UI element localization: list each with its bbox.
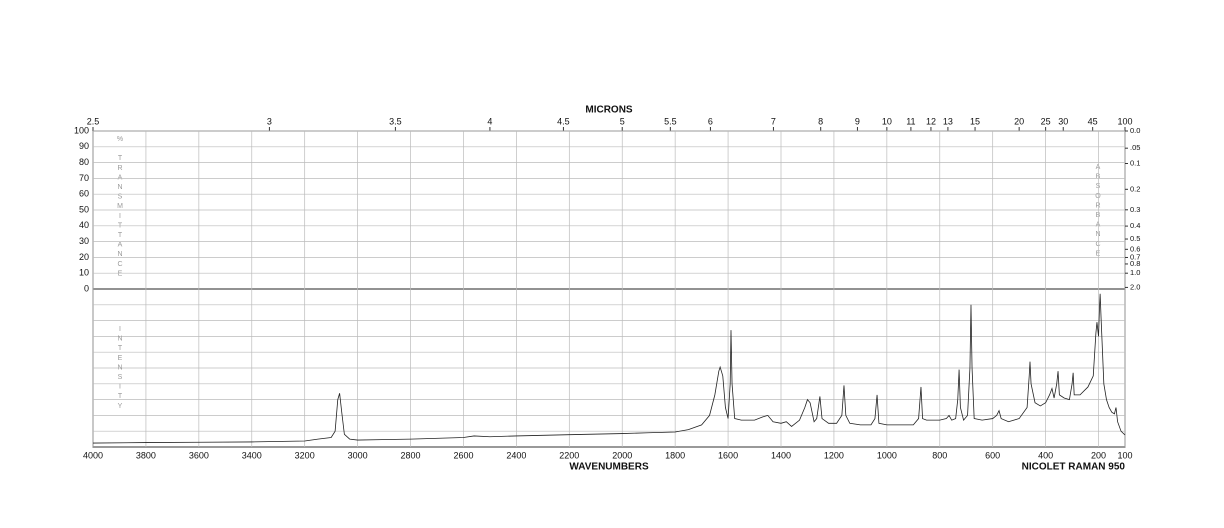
absorbance-tick-label: 0.6 — [1130, 244, 1140, 253]
x-tick-label: 3000 — [348, 450, 368, 460]
x-tick-label: 2200 — [559, 450, 579, 460]
micron-tick-label: 8 — [818, 116, 823, 126]
y-tick-label: 20 — [79, 252, 89, 262]
y-tick-label: 100 — [74, 125, 89, 135]
y-tick-label: 40 — [79, 220, 89, 230]
absorbance-tick-label: 1.0 — [1130, 268, 1140, 277]
x-tick-label: 1600 — [718, 450, 738, 460]
x-tick-label: 1200 — [824, 450, 844, 460]
x-tick-label: 3200 — [295, 450, 315, 460]
x-tick-label: 1800 — [665, 450, 685, 460]
absorbance-tick-label: 0.5 — [1130, 234, 1140, 243]
absorbance-tick-label: 0.8 — [1130, 259, 1140, 268]
absorbance-tick-label: 0.3 — [1130, 205, 1140, 214]
x-tick-label: 3400 — [242, 450, 262, 460]
x-tick-label: 4000 — [83, 450, 103, 460]
micron-tick-label: 6 — [708, 116, 713, 126]
intensity-label: INTENSITY — [117, 326, 124, 412]
x-tick-label: 400 — [1038, 450, 1053, 460]
micron-tick-label: 20 — [1014, 116, 1024, 126]
x-tick-label: 200 — [1091, 450, 1106, 460]
absorbance-tick-label: 0.0 — [1130, 126, 1140, 135]
microns-title: MICRONS — [585, 105, 633, 116]
absorbance-tick-label: 0.2 — [1130, 184, 1140, 193]
micron-tick-label: 25 — [1041, 116, 1051, 126]
micron-tick-label: 5.5 — [664, 116, 677, 126]
x-tick-label: 800 — [932, 450, 947, 460]
instrument-label: NICOLET RAMAN 950 — [1022, 462, 1126, 473]
micron-tick-label: 12 — [926, 116, 936, 126]
y-tick-label: 0 — [84, 283, 89, 293]
x-tick-label: 2400 — [506, 450, 526, 460]
micron-tick-label: 30 — [1058, 116, 1068, 126]
x-tick-label: 2800 — [401, 450, 421, 460]
micron-tick-label: 2.5 — [87, 116, 100, 126]
x-tick-label: 100 — [1117, 450, 1132, 460]
micron-tick-label: 13 — [943, 116, 953, 126]
x-tick-label: 3800 — [136, 450, 156, 460]
x-tick-label: 2600 — [453, 450, 473, 460]
y-tick-label: 30 — [79, 236, 89, 246]
x-tick-label: 1400 — [771, 450, 791, 460]
absorbance-tick-label: 0.1 — [1130, 158, 1140, 167]
micron-tick-label: 15 — [970, 116, 980, 126]
micron-tick-label: 4 — [487, 116, 492, 126]
panel-grid — [93, 304, 1125, 432]
micron-tick-label: 11 — [906, 116, 915, 126]
x-tick-label: 1000 — [877, 450, 897, 460]
transmittance-label: % TRANSMITTANCE — [116, 136, 123, 280]
spectrum-line — [92, 293, 1126, 444]
micron-tick-label: 3.5 — [389, 116, 402, 126]
x-tick-label: 3600 — [189, 450, 209, 460]
y-tick-label: 50 — [79, 204, 89, 214]
micron-tick-label: 4.5 — [557, 116, 570, 126]
y-tick-label: 10 — [79, 268, 89, 278]
x-axis-title: WAVENUMBERS — [569, 462, 649, 473]
absorbance-tick-label: 0.7 — [1130, 252, 1140, 261]
absorbance-label: ABSORBANCE — [1094, 164, 1101, 260]
micron-tick-label: 7 — [771, 116, 776, 126]
x-tick-label: 2000 — [612, 450, 632, 460]
y-tick-label: 80 — [79, 157, 89, 167]
x-tick-label: 600 — [985, 450, 1000, 460]
micron-tick-label: 10 — [882, 116, 892, 126]
y-tick-label: 90 — [79, 141, 89, 151]
absorbance-tick-label: 0.4 — [1130, 221, 1140, 230]
micron-tick-label: 5 — [620, 116, 625, 126]
micron-tick-label: 9 — [855, 116, 860, 126]
micron-tick-label: 45 — [1088, 116, 1098, 126]
y-tick-label: 60 — [79, 189, 89, 199]
absorbance-tick-label: .05 — [1130, 143, 1140, 152]
absorbance-tick-label: 2.0 — [1130, 282, 1140, 291]
micron-tick-label: 100 — [1117, 116, 1132, 126]
y-tick-label: 70 — [79, 173, 89, 183]
micron-tick-label: 3 — [267, 116, 272, 126]
